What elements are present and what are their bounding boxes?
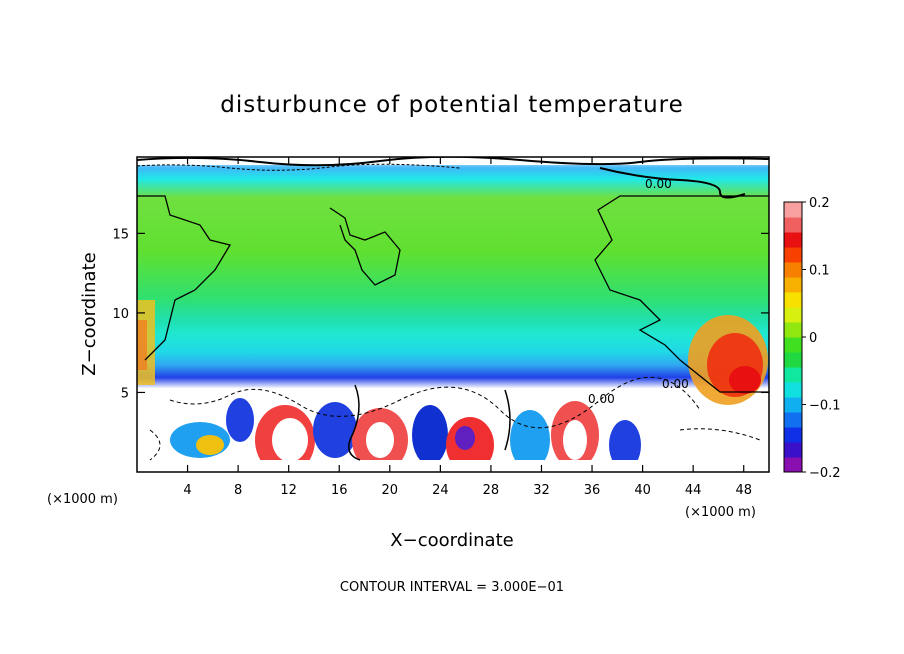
x-tick-label: 40 bbox=[634, 483, 651, 498]
colorbar-swatch bbox=[784, 277, 802, 293]
colorbar-swatch bbox=[784, 427, 802, 443]
x-tick-label: 12 bbox=[280, 483, 297, 498]
colorbar-tick-label: 0 bbox=[809, 331, 817, 346]
contour-right bbox=[594, 195, 769, 393]
colorbar-swatch bbox=[784, 217, 802, 233]
top-contours bbox=[137, 157, 769, 167]
colorbar-swatch bbox=[784, 307, 802, 323]
colorbar-swatch bbox=[784, 337, 802, 353]
top-band bbox=[137, 157, 769, 165]
contour-label: 0.00 bbox=[588, 392, 615, 406]
x-axis-label: X−coordinate bbox=[390, 530, 513, 551]
chart-title: disturbunce of potential temperature bbox=[220, 92, 684, 118]
lower-turbulent-region bbox=[137, 376, 769, 472]
x-tick-label: 28 bbox=[483, 483, 500, 498]
plot-frame bbox=[136, 156, 770, 473]
x-tick-label: 20 bbox=[382, 483, 399, 498]
x-axis-ticks: 4 8 12 16 20 24 28 32 36 40 44 48 bbox=[183, 157, 752, 498]
x-tick-label: 16 bbox=[331, 483, 348, 498]
contour-label: 0.00 bbox=[662, 377, 689, 391]
colorbar-swatch bbox=[784, 322, 802, 338]
contour-left bbox=[137, 195, 232, 361]
y-tick-label: 5 bbox=[121, 386, 129, 401]
colorbar-swatch bbox=[784, 382, 802, 398]
colorbar-tick-label: −0.2 bbox=[809, 466, 841, 481]
colorbar-swatch bbox=[784, 232, 802, 248]
x-tick-label: 48 bbox=[735, 483, 752, 498]
y-axis-ticks: 5 10 15 bbox=[112, 227, 769, 401]
colorbar-swatch bbox=[784, 457, 802, 473]
x-unit-left: (×1000 m) bbox=[47, 492, 118, 507]
x-unit-right: (×1000 m) bbox=[685, 505, 756, 520]
y-tick-label: 10 bbox=[112, 307, 129, 322]
x-tick-label: 32 bbox=[533, 483, 550, 498]
x-tick-label: 36 bbox=[584, 483, 601, 498]
colorbar-tick-label: −0.1 bbox=[809, 399, 841, 414]
colorbar-tick-label: 0.2 bbox=[809, 196, 830, 211]
colorbar-swatch bbox=[784, 412, 802, 428]
colorbar-swatch bbox=[784, 202, 802, 218]
colorbar bbox=[783, 201, 803, 473]
colorbar-swatch bbox=[784, 397, 802, 413]
colorbar-swatch bbox=[784, 247, 802, 263]
plot-area: 0.00 0.00 0.00 bbox=[137, 157, 769, 472]
colorbar-tick-label: 0.1 bbox=[809, 264, 830, 279]
contour-center bbox=[329, 207, 401, 286]
colorbar-swatch bbox=[784, 367, 802, 383]
colorbar-swatch bbox=[784, 292, 802, 308]
y-axis-label: Z−coordinate bbox=[79, 252, 100, 375]
colorbar-swatch bbox=[784, 262, 802, 278]
x-tick-label: 24 bbox=[432, 483, 449, 498]
contour-label: 0.00 bbox=[645, 177, 672, 191]
x-tick-label: 44 bbox=[685, 483, 702, 498]
contour-interval-note: CONTOUR INTERVAL = 3.000E−01 bbox=[340, 580, 564, 595]
colorbar-ticks: 0.2 0.1 0 −0.1 −0.2 bbox=[802, 196, 841, 481]
colorbar-swatch bbox=[784, 442, 802, 458]
x-tick-label: 8 bbox=[234, 483, 242, 498]
x-tick-label: 4 bbox=[183, 483, 191, 498]
y-tick-label: 15 bbox=[112, 227, 129, 242]
colorbar-swatch bbox=[784, 352, 802, 368]
